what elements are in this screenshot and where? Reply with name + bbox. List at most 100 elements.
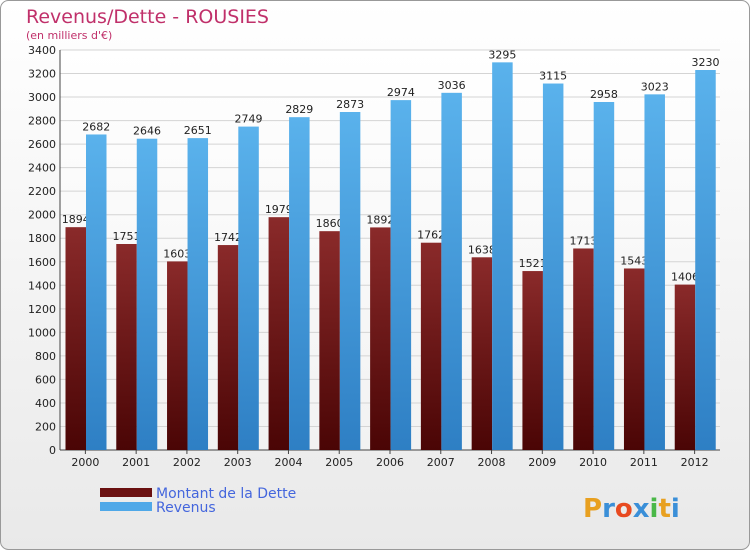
data-label: 3295 (488, 48, 516, 61)
y-tick-label: 600 (35, 373, 56, 386)
revenue-bar (492, 62, 513, 451)
chart-subtitle: (en milliers d'€) (26, 29, 112, 42)
data-label: 2829 (285, 103, 313, 116)
data-label: 1543 (620, 254, 648, 267)
data-label: 1860 (316, 217, 344, 230)
x-tick-label: 2008 (478, 456, 506, 469)
revenue-bar (644, 94, 665, 451)
legend-swatch (100, 502, 152, 511)
y-tick-label: 1200 (28, 303, 56, 316)
legend-swatch (100, 488, 152, 497)
data-label: 2646 (133, 125, 161, 138)
x-tick-label: 2000 (71, 456, 99, 469)
y-tick-label: 200 (35, 420, 56, 433)
data-label: 1762 (417, 229, 445, 242)
logo-letter: i (671, 494, 680, 524)
x-tick-label: 2001 (122, 456, 150, 469)
debt-bar (370, 227, 391, 450)
x-tick-label: 2003 (224, 456, 252, 469)
data-label: 1638 (468, 243, 496, 256)
revenue-bar (86, 134, 107, 450)
x-tick-label: 2011 (630, 456, 658, 469)
y-tick-label: 0 (49, 444, 56, 457)
revenue-bar (542, 83, 564, 450)
y-tick-label: 3400 (28, 44, 56, 57)
revenue-bar (289, 117, 310, 451)
debt-bar (268, 217, 290, 450)
data-label: 2873 (336, 98, 364, 111)
debt-bar (420, 242, 442, 450)
revenue-bar (339, 112, 361, 450)
plot-area: 0 200 400 600 800 1000 1200 1400 1600 1800 2000 220… (28, 44, 720, 469)
y-tick-label: 2400 (28, 162, 56, 175)
data-label: 2958 (590, 88, 618, 101)
logo-letter: o (615, 494, 633, 524)
debt-bar (471, 257, 493, 450)
revenue-bar (390, 100, 412, 450)
data-label: 3023 (641, 80, 669, 93)
revenue-bar (695, 70, 716, 450)
data-label: 1713 (569, 234, 597, 247)
x-tick-label: 2006 (376, 456, 404, 469)
chart-title: Revenus/Dette - ROUSIES (26, 6, 269, 28)
x-tick-label: 2005 (325, 456, 353, 469)
revenue-bar (238, 126, 259, 451)
data-label: 2974 (387, 86, 415, 99)
y-tick-label: 3200 (28, 68, 56, 81)
legend-label: Montant de la Dette (156, 486, 296, 502)
debt-bar (573, 248, 594, 450)
logo-letter: i (650, 494, 659, 524)
data-label: 1979 (265, 203, 293, 216)
y-tick-label: 1400 (28, 279, 56, 292)
revenue-bar (187, 138, 209, 450)
y-tick-label: 800 (35, 350, 56, 363)
legend-label: Revenus (156, 500, 216, 516)
data-label: 2682 (82, 120, 110, 133)
y-tick-label: 1800 (28, 232, 56, 245)
x-tick-label: 2012 (681, 456, 709, 469)
debt-bar (623, 268, 645, 450)
debt-bar (116, 244, 137, 450)
y-tick-label: 2800 (28, 115, 56, 128)
x-tick-label: 2002 (173, 456, 201, 469)
revenue-bar (136, 138, 158, 451)
y-tick-label: 3000 (28, 91, 56, 104)
data-label: 1521 (519, 257, 547, 270)
data-label: 2651 (184, 124, 212, 137)
x-tick-label: 2004 (274, 456, 302, 469)
logo-letter: r (602, 494, 615, 524)
data-label: 2749 (235, 113, 263, 126)
data-label: 3115 (539, 70, 567, 83)
debt-bar (522, 271, 543, 450)
y-tick-label: 1000 (28, 326, 56, 339)
x-tick-label: 2009 (528, 456, 556, 469)
y-tick-label: 1600 (28, 256, 56, 269)
revenue-bar (441, 92, 462, 450)
data-label: 3036 (438, 79, 466, 92)
revenue-bar (593, 102, 615, 450)
data-label: 1406 (671, 271, 699, 284)
debt-bar (319, 231, 340, 450)
debt-bar (65, 227, 86, 450)
data-label: 1892 (366, 213, 394, 226)
debt-bar (217, 245, 239, 450)
logo-letter: t (658, 494, 670, 524)
data-label: 1751 (113, 230, 141, 243)
proxiti-logo: Proxiti (583, 494, 680, 524)
y-tick-label: 2000 (28, 209, 56, 222)
logo-letter: x (633, 494, 650, 524)
data-label: 1742 (214, 231, 242, 244)
x-tick-label: 2010 (579, 456, 607, 469)
logo-letter: P (583, 494, 602, 524)
x-tick-label: 2007 (427, 456, 455, 469)
debt-bar (167, 261, 188, 450)
data-label: 1894 (62, 213, 90, 226)
y-tick-label: 400 (35, 397, 56, 410)
data-label: 3230 (691, 56, 719, 69)
y-tick-label: 2200 (28, 185, 56, 198)
data-label: 1603 (163, 247, 191, 260)
debt-bar (674, 284, 696, 450)
